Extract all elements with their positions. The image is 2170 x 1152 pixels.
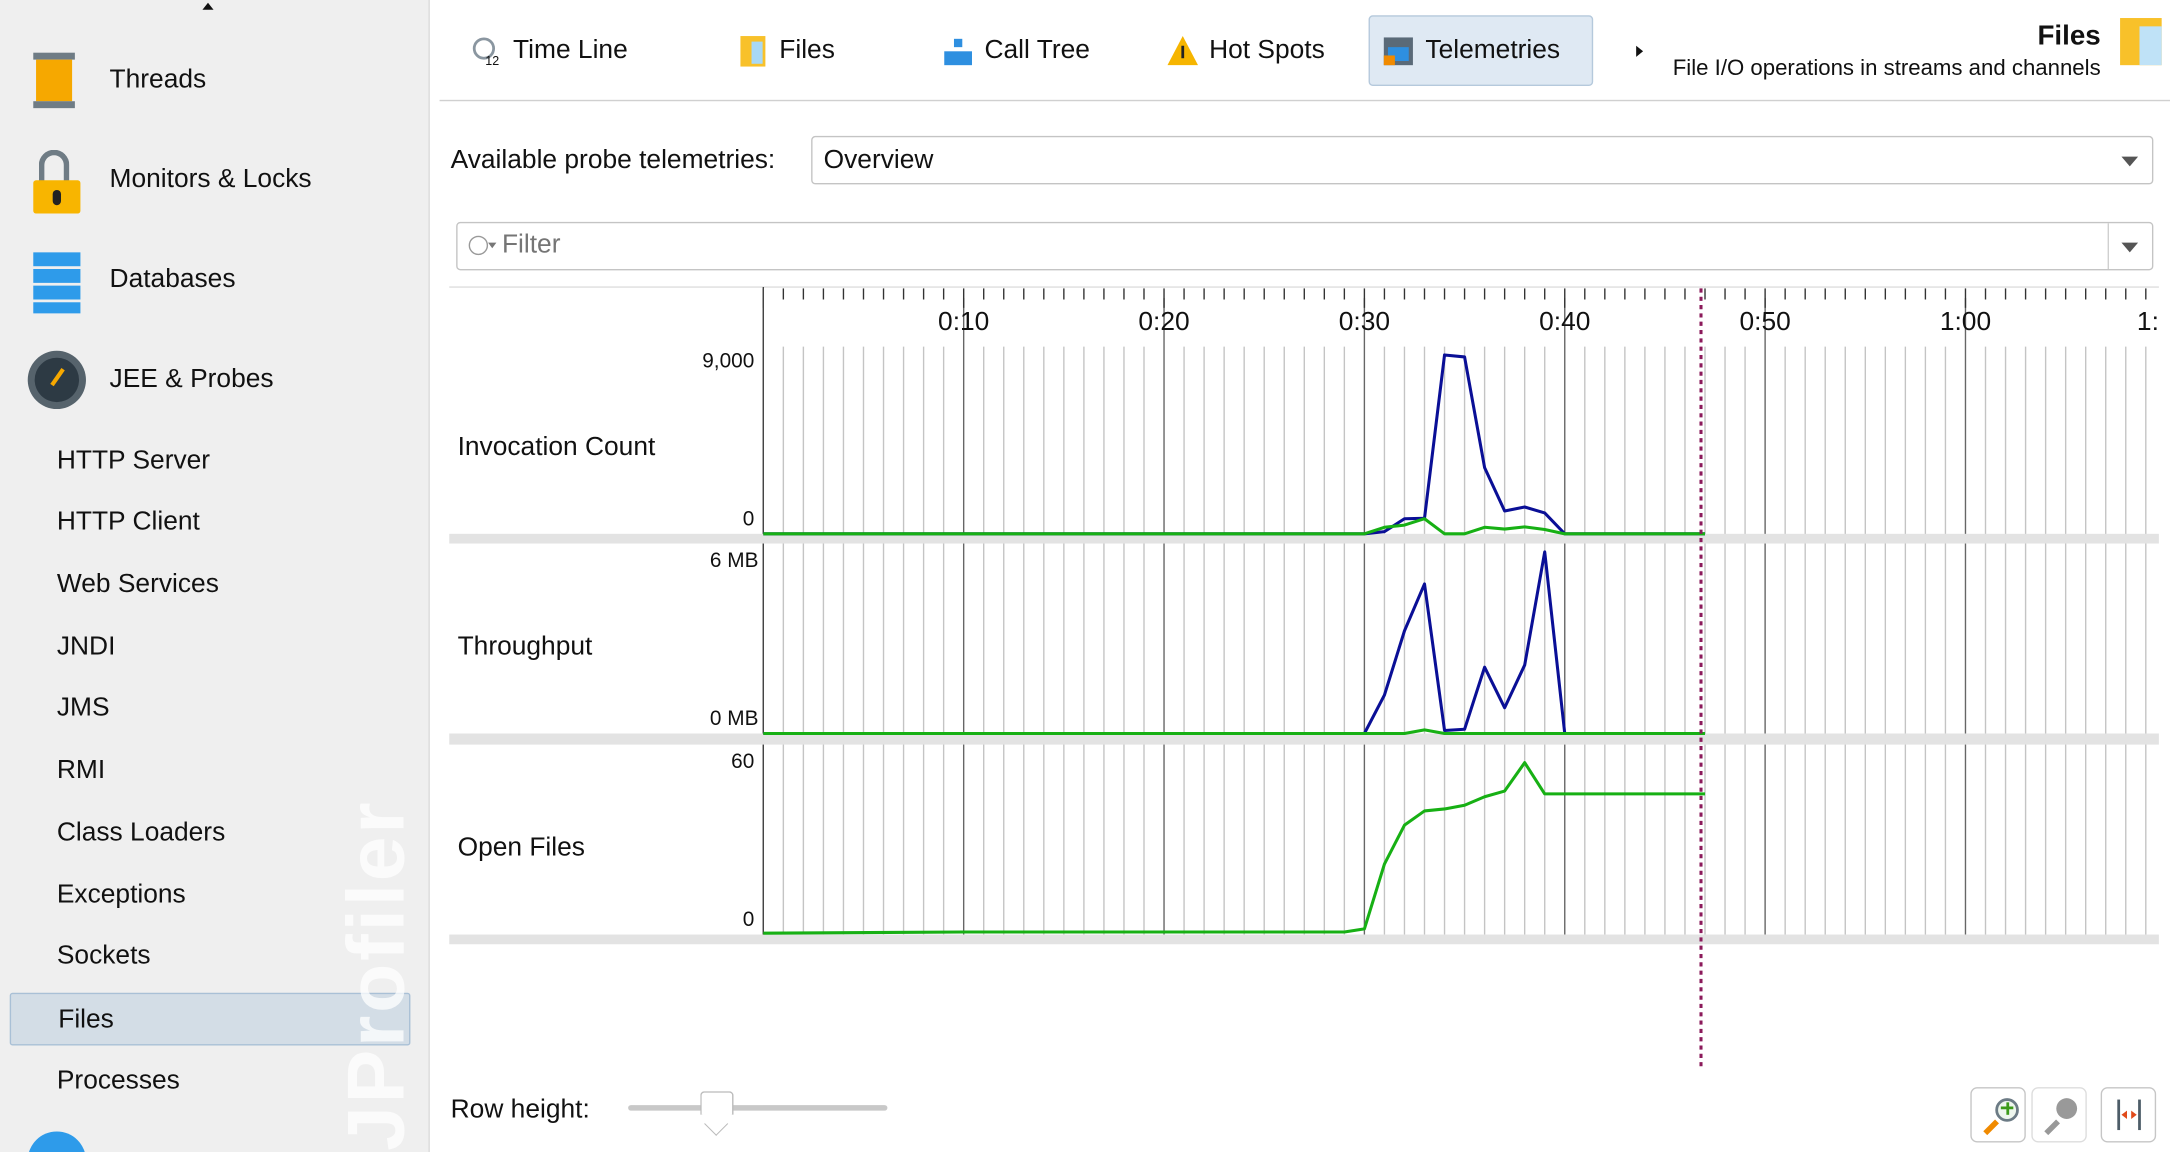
view-subtitle: File I/O operations in streams and chann… xyxy=(1672,56,2101,81)
search-icon xyxy=(468,235,489,256)
chart-title-invocation-count: Invocation Count xyxy=(457,432,656,462)
y-tick-label: 6 MB xyxy=(709,549,759,573)
zoom-out-button[interactable] xyxy=(2031,1087,2087,1143)
y-tick-label: 0 xyxy=(742,908,755,932)
view-title: Files xyxy=(2037,20,2101,52)
zoom-out-icon xyxy=(2056,1098,2078,1119)
scroll-up-arrow-icon[interactable] xyxy=(202,2,214,10)
sidebar-item-jndi[interactable]: JNDI xyxy=(56,632,116,662)
row-height-label: Row height: xyxy=(450,1095,590,1125)
time-tick-label: 1: xyxy=(2137,306,2159,336)
globe-icon xyxy=(27,1131,86,1152)
panel-separator xyxy=(449,733,2159,745)
sidebar-item-jee-probes[interactable]: JEE & Probes xyxy=(27,341,274,419)
filter-field[interactable] xyxy=(456,221,2154,271)
search-options-caret-icon xyxy=(488,242,497,249)
series-line-blue xyxy=(763,353,1706,536)
sidebar-item-databases[interactable]: Databases xyxy=(28,241,236,319)
series-line-green xyxy=(763,761,1706,935)
fit-width-button[interactable] xyxy=(2100,1087,2157,1143)
chart-title-open-files: Open Files xyxy=(457,833,585,863)
time-tick-label: 0:30 xyxy=(1339,306,1390,336)
filter-input[interactable] xyxy=(501,228,2097,263)
sidebar-item-web-services[interactable]: Web Services xyxy=(56,569,219,600)
tab-files[interactable]: Files xyxy=(724,15,877,86)
chevron-down-icon xyxy=(2121,156,2139,167)
gauge-icon xyxy=(27,347,86,414)
sidebar-item-rmi[interactable]: RMI xyxy=(56,755,106,785)
fit-width-icon xyxy=(2117,1099,2121,1131)
row-height-slider[interactable] xyxy=(628,1091,888,1136)
tab-label: Call Tree xyxy=(984,35,1090,65)
file-icon xyxy=(738,35,769,66)
y-tick-label: 9,000 xyxy=(702,349,755,373)
sidebar-item-label: Databases xyxy=(109,264,236,294)
probe-select-value: Overview xyxy=(823,145,934,175)
tab-label: Time Line xyxy=(513,35,628,65)
sidebar-item-processes[interactable]: Processes xyxy=(56,1066,180,1096)
tab-divider xyxy=(439,99,2170,102)
sidebar-item-label: Monitors & Locks xyxy=(109,165,312,195)
sidebar-item-files[interactable]: Files xyxy=(9,992,411,1046)
chart-title-throughput: Throughput xyxy=(457,632,593,662)
panel-separator xyxy=(449,533,2159,544)
thread-spool-icon xyxy=(28,47,86,114)
timeline-clock-icon: 12 xyxy=(471,35,502,67)
probe-select-label: Available probe telemetries: xyxy=(450,145,776,175)
tab-time-line[interactable]: 12 Time Line xyxy=(458,15,666,86)
tab-call-tree[interactable]: Call Tree xyxy=(929,15,1123,86)
time-tick-label: 0:50 xyxy=(1739,306,1790,336)
tab-label: Files xyxy=(779,35,835,65)
tab-label: Telemetries xyxy=(1425,35,1561,65)
slider-thumb[interactable] xyxy=(700,1091,734,1115)
time-tick-label: 1:00 xyxy=(1940,306,1991,336)
tab-label: Hot Spots xyxy=(1209,35,1325,65)
time-tick-label: 0:40 xyxy=(1539,306,1590,336)
filter-dropdown-icon[interactable] xyxy=(2121,242,2139,253)
sidebar-item-http-server[interactable]: HTTP Server xyxy=(56,446,211,476)
files-header-icon xyxy=(2120,18,2162,66)
zoom-in-button[interactable] xyxy=(1970,1087,2026,1143)
sidebar-item-label: Threads xyxy=(109,65,207,95)
call-tree-icon xyxy=(943,35,974,66)
more-tabs-arrow-icon[interactable] xyxy=(1636,45,1644,57)
sidebar-item-jms[interactable]: JMS xyxy=(56,693,110,723)
sidebar-item-sockets[interactable]: Sockets xyxy=(56,941,151,971)
tab-telemetries[interactable]: Telemetries xyxy=(1368,15,1594,86)
sidebar-item-exceptions[interactable]: Exceptions xyxy=(56,880,186,910)
panel-separator xyxy=(449,934,2159,945)
sidebar-item-class-loaders[interactable]: Class Loaders xyxy=(56,818,226,848)
y-tick-label: 0 MB xyxy=(709,707,759,731)
tab-hot-spots[interactable]: Hot Spots xyxy=(1154,15,1355,86)
padlock-icon xyxy=(28,147,86,214)
probe-telemetry-select[interactable]: Overview xyxy=(811,135,2154,185)
sidebar-item-label: JEE & Probes xyxy=(109,364,274,394)
y-tick-label: 0 xyxy=(742,507,755,532)
sidebar: Threads Monitors & Locks Databases xyxy=(0,0,430,1152)
sidebar-item-threads[interactable]: Threads xyxy=(28,42,206,120)
telemetry-icon xyxy=(1383,35,1415,66)
series-line-blue xyxy=(763,550,1706,736)
filter-divider xyxy=(2107,223,2109,269)
sidebar-item-monitors-locks[interactable]: Monitors & Locks xyxy=(28,141,312,219)
database-icon xyxy=(28,247,86,314)
sidebar-item-http-client[interactable]: HTTP Client xyxy=(56,507,200,537)
time-tick-label: 0:20 xyxy=(1138,306,1189,336)
y-tick-label: 60 xyxy=(731,750,755,774)
warning-icon xyxy=(1167,35,1199,66)
time-tick-label: 0:10 xyxy=(938,306,989,336)
